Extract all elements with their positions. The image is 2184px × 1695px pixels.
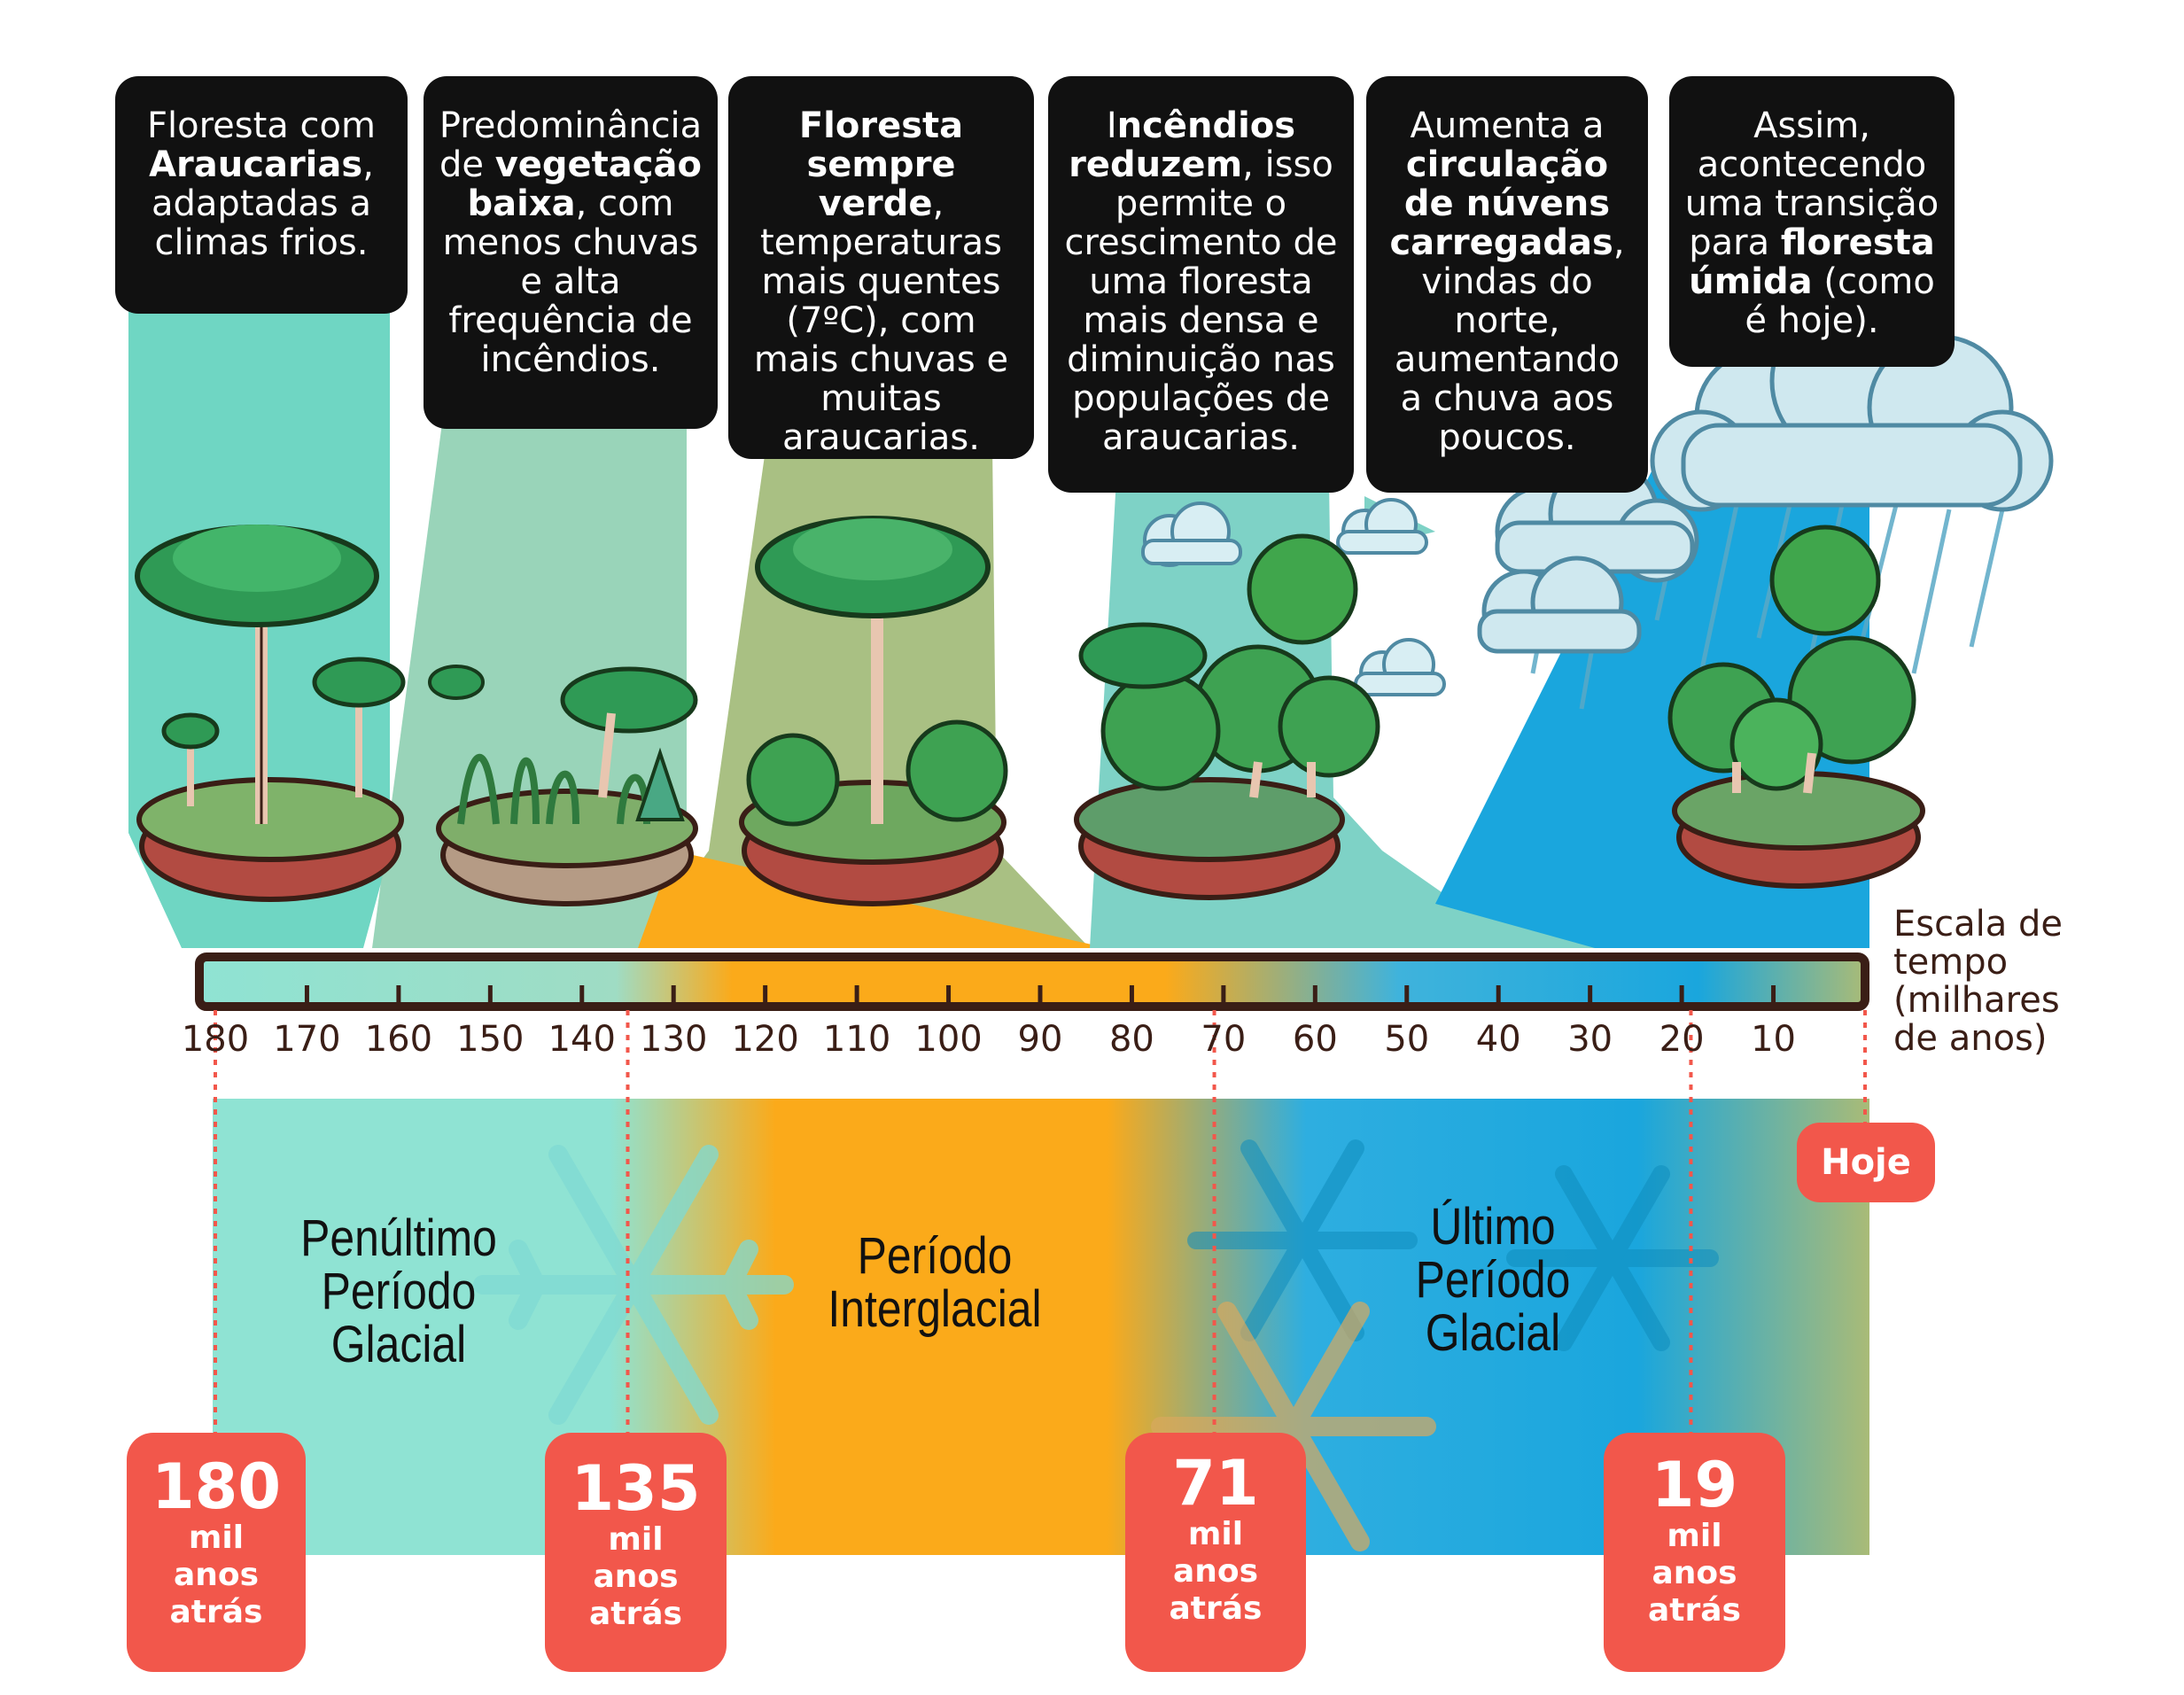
card-text: , com menos chuvas e alta frequência de … [442,183,699,380]
info-card-low-vegetation: Predominância de vegetação baixa, com me… [424,76,718,429]
period-line: Último [1430,1198,1556,1256]
tick-label: 110 [822,1019,891,1060]
marker-text: atrás [1648,1592,1741,1629]
humid-forest-icon [1667,525,1925,889]
marker-badge-19: 19 mil anos atrás [1604,1433,1785,1672]
card-bold-text: vegetação baixa [467,144,702,224]
card-bold-text: floresta úmida [1689,222,1935,302]
marker-text: mil [188,1520,245,1556]
card-text: , isso permite o crescimento de uma flor… [1064,144,1338,458]
card-text: Predominância de [439,105,703,185]
today-badge: Hoje [1797,1123,1935,1202]
period-line: Período [857,1227,1013,1285]
tick-label: 60 [1292,1019,1338,1060]
period-band [213,1099,1869,1555]
info-card-fires: Incêndios reduzem, isso permite o cresci… [1048,76,1354,493]
card-text: Assim, acontecendo uma transição para [1684,105,1939,263]
period-line: Penúltimo [300,1209,497,1267]
tick-label: 10 [1751,1019,1796,1060]
card-text: , temperaturas mais quentes (7ºC), com m… [753,183,1009,458]
marker-number: 135 [571,1452,701,1525]
scale-label-line: de anos) [1893,1018,2048,1059]
tick-label: 80 [1108,1019,1154,1060]
card-bold-text: Floresta sempre verde [798,105,964,224]
marker-number: 180 [151,1450,282,1523]
info-card-araucarias: Floresta com Araucarias, adaptadas a cli… [115,76,408,314]
info-card-evergreen: Floresta sempre verde, temperaturas mais… [728,76,1034,459]
marker-badge-71: 71 mil anos atrás [1125,1433,1306,1672]
marker-text: anos [1172,1553,1259,1590]
card-text: , vindas do norte, aumentando a chuva ao… [1394,222,1625,458]
card-text: , adaptadas a climas frios. [152,144,374,263]
period-penultimate-glacial: Penúltimo Período Glacial [284,1212,513,1372]
small-clouds [1141,498,1446,696]
time-scale-bar [195,952,1869,1011]
tick-label: 70 [1201,1019,1247,1060]
marker-badge-135: 135 mil anos atrás [545,1433,727,1672]
tick-label: 120 [731,1019,799,1060]
tick-label: 20 [1659,1019,1705,1060]
card-bold-text: Araucarias [149,144,363,185]
scale-label-line: Escala de [1893,904,2063,945]
tick-label: 130 [640,1019,708,1060]
tick-label: 140 [548,1019,616,1060]
tick-label: 40 [1475,1019,1521,1060]
marker-lines [214,1010,1867,1435]
tick-label: 30 [1567,1019,1613,1060]
marker-text: mil [1667,1518,1722,1554]
marker-text: atrás [1169,1590,1263,1627]
araucaria-tree-icon [135,525,406,902]
card-bold-text: circulação de núvens carregadas [1389,144,1613,263]
marker-text: anos [593,1559,679,1595]
marker-text: anos [173,1557,260,1593]
period-last-glacial: Último Período Glacial [1379,1201,1607,1360]
marker-text: anos [1652,1555,1737,1591]
card-bold-text: ncêndios reduzem [1069,105,1296,185]
period-line: Período [321,1263,477,1320]
scale-label: Escala de tempo (milhares de anos) [1893,906,2063,1058]
tick-label: 160 [364,1019,433,1060]
marker-text: atrás [589,1596,682,1632]
card-text: Floresta com [147,105,376,146]
marker-badge-180: 180 mil anos atrás [127,1433,306,1672]
tick-label: 90 [1017,1019,1063,1060]
period-line: Interglacial [828,1280,1042,1338]
marker-number: 71 [1172,1447,1259,1520]
low-vegetation-icon [428,665,698,906]
period-interglacial: Período Interglacial [802,1230,1069,1336]
period-line: Glacial [1425,1304,1561,1362]
period-line: Período [1415,1251,1571,1309]
snowflake-icon [1187,1139,1719,1351]
card-text: (como é hoje). [1745,261,1935,341]
period-line: Glacial [330,1316,467,1373]
marker-text: mil [608,1521,664,1558]
info-card-clouds: Aumenta a circulação de núvens carregada… [1366,76,1648,493]
tick-label: 50 [1384,1019,1430,1060]
scale-label-line: tempo [1893,942,2009,983]
scale-label-line: (milhares [1893,980,2060,1021]
marker-text: atrás [169,1594,263,1630]
card-text: Aumenta a [1410,105,1605,146]
tick-label: 180 [181,1019,250,1060]
tick-label: 100 [914,1019,983,1060]
tick-label: 170 [273,1019,341,1060]
card-text: I [1106,105,1117,146]
evergreen-forest-icon [739,516,1008,906]
dense-forest-icon [1074,533,1380,900]
tick-label: 150 [456,1019,525,1060]
marker-number: 19 [1651,1449,1738,1521]
marker-text: mil [1187,1516,1244,1552]
snowflake-icon [473,1145,794,1425]
info-card-humid-forest: Assim, acontecendo uma transição para fl… [1669,76,1955,367]
